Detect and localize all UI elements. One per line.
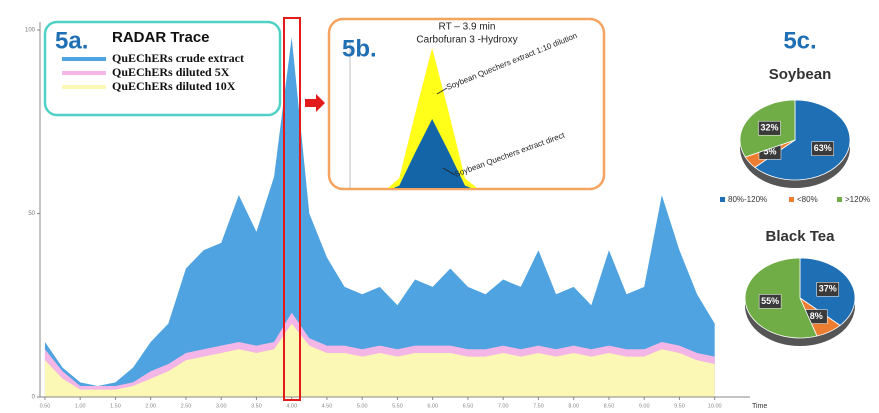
legend-label: QuEChERs crude extract bbox=[112, 51, 244, 65]
value-label: 32% bbox=[760, 123, 778, 133]
x-tick-label: 2.00 bbox=[145, 403, 156, 409]
x-tick-label: 8.00 bbox=[568, 403, 579, 409]
legend-label: QuEChERs diluted 5X bbox=[112, 65, 230, 79]
value-label: 37% bbox=[819, 284, 837, 294]
pie-charts: 5c. Soybean 63% 5% 32% Black Tea 37% 8% 55% 80%-1… bbox=[720, 27, 870, 346]
x-tick-label: 9.50 bbox=[674, 403, 685, 409]
pie-title: Soybean bbox=[769, 66, 832, 83]
y-tick-label: 100 bbox=[25, 28, 36, 34]
x-tick-label: 0.50 bbox=[40, 403, 51, 409]
y-tick-label: 0 bbox=[32, 395, 36, 401]
x-tick-label: 10.00 bbox=[708, 403, 722, 409]
main-chart: 0 50 100 0.50 1.00 1.50 2.00 2.50 3.00 3.50 4.00 4.… bbox=[25, 22, 767, 410]
value-label: 63% bbox=[814, 143, 832, 153]
x-tick-label: 4.00 bbox=[286, 403, 297, 409]
area-series bbox=[44, 323, 715, 397]
x-tick-label: 4.50 bbox=[322, 403, 333, 409]
x-tick-label: 2.50 bbox=[181, 403, 192, 409]
arrow bbox=[305, 94, 325, 112]
legend-title: RADAR Trace bbox=[112, 29, 210, 46]
x-tick-label: 5.50 bbox=[392, 403, 403, 409]
x-tick-label: 9.00 bbox=[639, 403, 650, 409]
legend-label: QuEChERs diluted 10X bbox=[112, 79, 236, 93]
legend-label: >120% bbox=[845, 195, 870, 204]
value-label-box bbox=[758, 294, 782, 309]
annotation-arrow bbox=[442, 167, 456, 176]
y-tick-label: 50 bbox=[28, 211, 35, 217]
highlight-box bbox=[283, 17, 301, 401]
value-label-box bbox=[811, 141, 835, 156]
x-tick-label: 5.00 bbox=[357, 403, 368, 409]
value-label-box bbox=[758, 120, 781, 136]
x-tick-label: 1.00 bbox=[75, 403, 86, 409]
x-tick-label: 8.50 bbox=[604, 403, 615, 409]
pie-title: Black Tea bbox=[766, 228, 836, 245]
value-label-box bbox=[816, 282, 840, 297]
annotation-arrow bbox=[436, 87, 448, 95]
legend-box bbox=[43, 20, 282, 117]
x-tick-label: 6.50 bbox=[463, 403, 474, 409]
inset-subtitle: Carbofuran 3 -Hydroxy bbox=[416, 35, 517, 46]
legend-swatch bbox=[789, 197, 794, 202]
x-tick-label: 7.00 bbox=[498, 403, 509, 409]
value-label: 8% bbox=[810, 311, 823, 321]
legend-swatch bbox=[837, 197, 842, 202]
legend-label: <80% bbox=[797, 195, 818, 204]
x-tick-label: 3.00 bbox=[216, 403, 227, 409]
pie-slice bbox=[754, 99, 851, 181]
area-series bbox=[44, 37, 715, 398]
x-axis-label: Time bbox=[752, 403, 767, 410]
value-label: 5% bbox=[763, 147, 776, 157]
panel-label: 5b. bbox=[342, 35, 377, 62]
area-series bbox=[350, 47, 580, 188]
panel-label: 5a. bbox=[55, 27, 88, 54]
x-tick-label: 7.50 bbox=[533, 403, 544, 409]
x-tick-label: 1.50 bbox=[110, 403, 121, 409]
inset-title: RT – 3.9 min bbox=[439, 22, 496, 33]
legend-swatch bbox=[720, 197, 725, 202]
area-series bbox=[350, 119, 580, 188]
panel-label: 5c. bbox=[783, 27, 816, 54]
inset-box bbox=[327, 17, 606, 191]
value-label: 55% bbox=[761, 296, 779, 306]
x-tick-label: 6.00 bbox=[427, 403, 438, 409]
legend-label: 80%-120% bbox=[728, 195, 767, 204]
x-tick-label: 3.50 bbox=[251, 403, 262, 409]
